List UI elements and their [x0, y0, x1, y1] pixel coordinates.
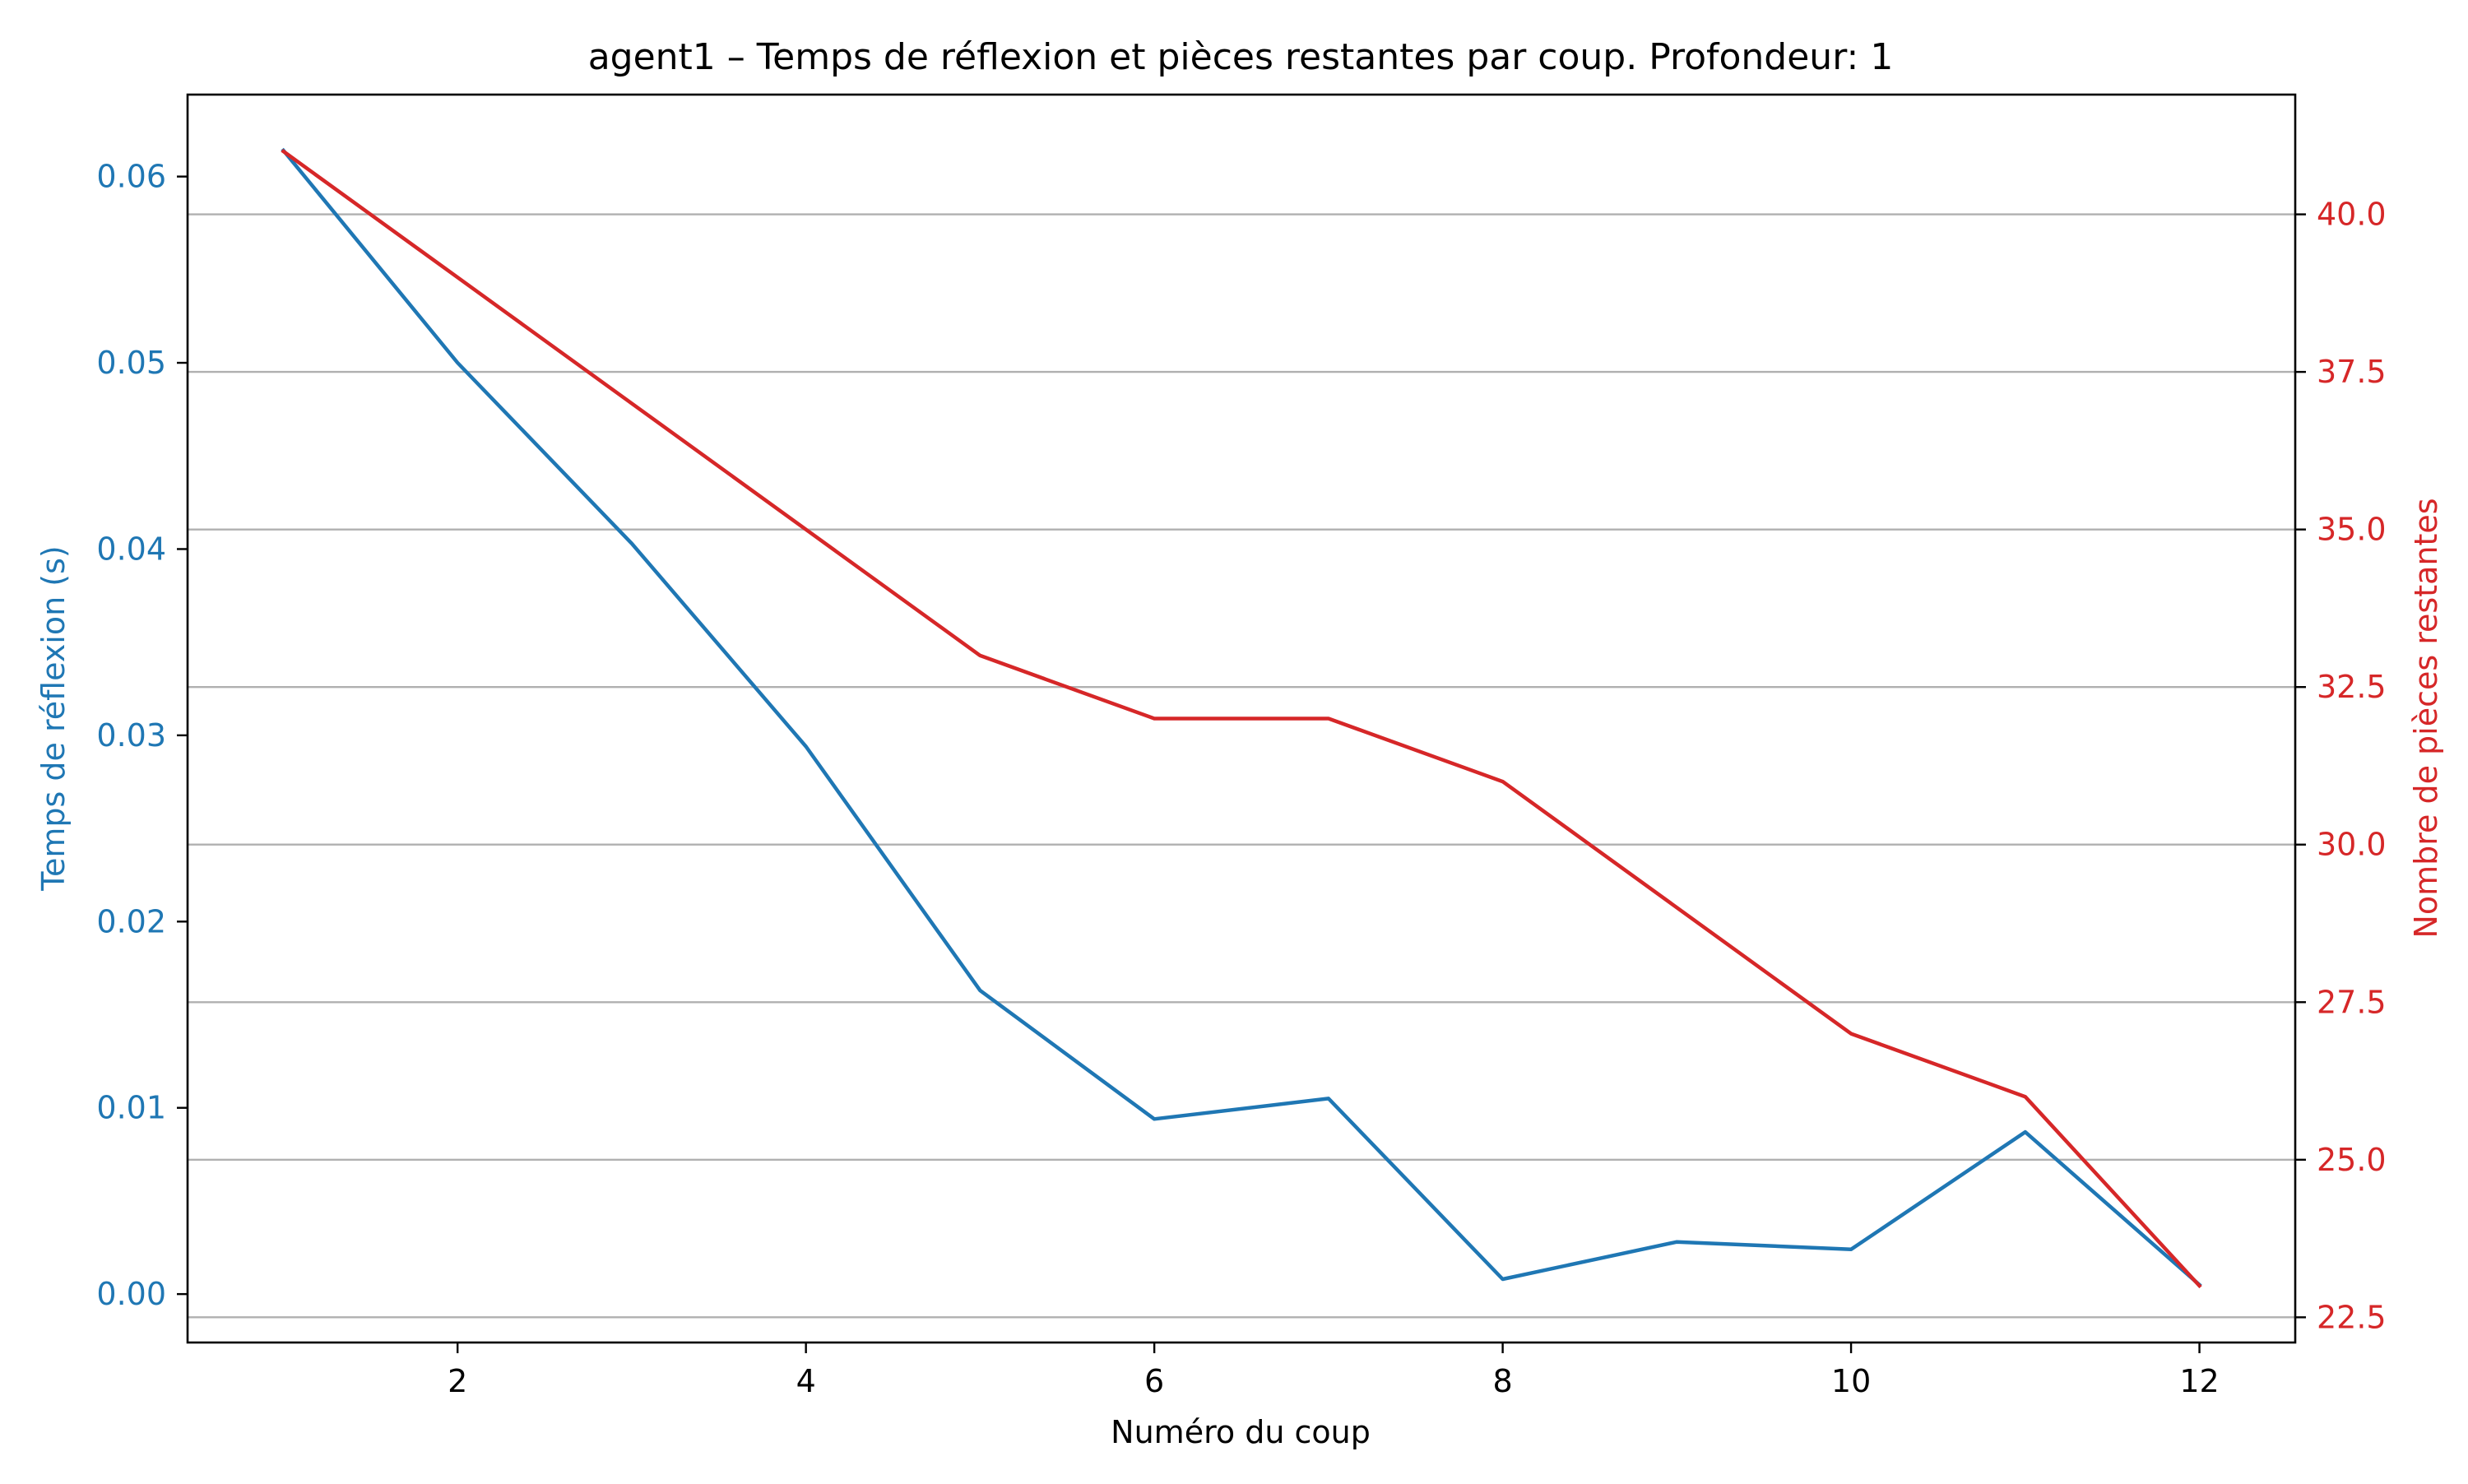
y-left-tick-label-3: 0.03 — [96, 717, 166, 754]
y-right-tick-label-5: 35.0 — [2317, 512, 2387, 548]
y-right-tick-label-3: 30.0 — [2317, 827, 2387, 863]
y-right-tick-label-0: 22.5 — [2317, 1299, 2387, 1335]
y-left-tick-label-1: 0.01 — [96, 1090, 166, 1126]
y-right-tick-label-4: 32.5 — [2317, 669, 2387, 705]
y-left-tick-label-0: 0.00 — [96, 1276, 166, 1312]
y-left-tick-label-2: 0.02 — [96, 903, 166, 939]
y-left-tick-label-5: 0.05 — [96, 345, 166, 381]
y-left-tick-label-4: 0.04 — [96, 531, 166, 567]
y-right-tick-label-6: 37.5 — [2317, 354, 2387, 390]
x-tick-label-5: 12 — [2179, 1363, 2219, 1399]
y-right-tick-label-1: 25.0 — [2317, 1142, 2387, 1178]
y-right-tick-label-2: 27.5 — [2317, 984, 2387, 1020]
x-tick-label-3: 8 — [1493, 1363, 1513, 1399]
y-axis-label-left: Temps de réflexion (s) — [35, 545, 72, 891]
y-left-tick-label-6: 0.06 — [96, 159, 166, 195]
x-tick-label-0: 2 — [448, 1363, 467, 1399]
x-tick-label-4: 10 — [1831, 1363, 1871, 1399]
x-tick-label-2: 6 — [1144, 1363, 1164, 1399]
chart-title: agent1 – Temps de réflexion et pièces re… — [588, 36, 1894, 78]
x-tick-label-1: 4 — [796, 1363, 816, 1399]
series-line-pieces-restantes — [284, 151, 2200, 1286]
x-axis-label: Numéro du coup — [1111, 1414, 1371, 1450]
y-right-tick-label-7: 40.0 — [2317, 197, 2387, 233]
y-axis-label-right: Nombre de pièces restantes — [2408, 498, 2444, 938]
